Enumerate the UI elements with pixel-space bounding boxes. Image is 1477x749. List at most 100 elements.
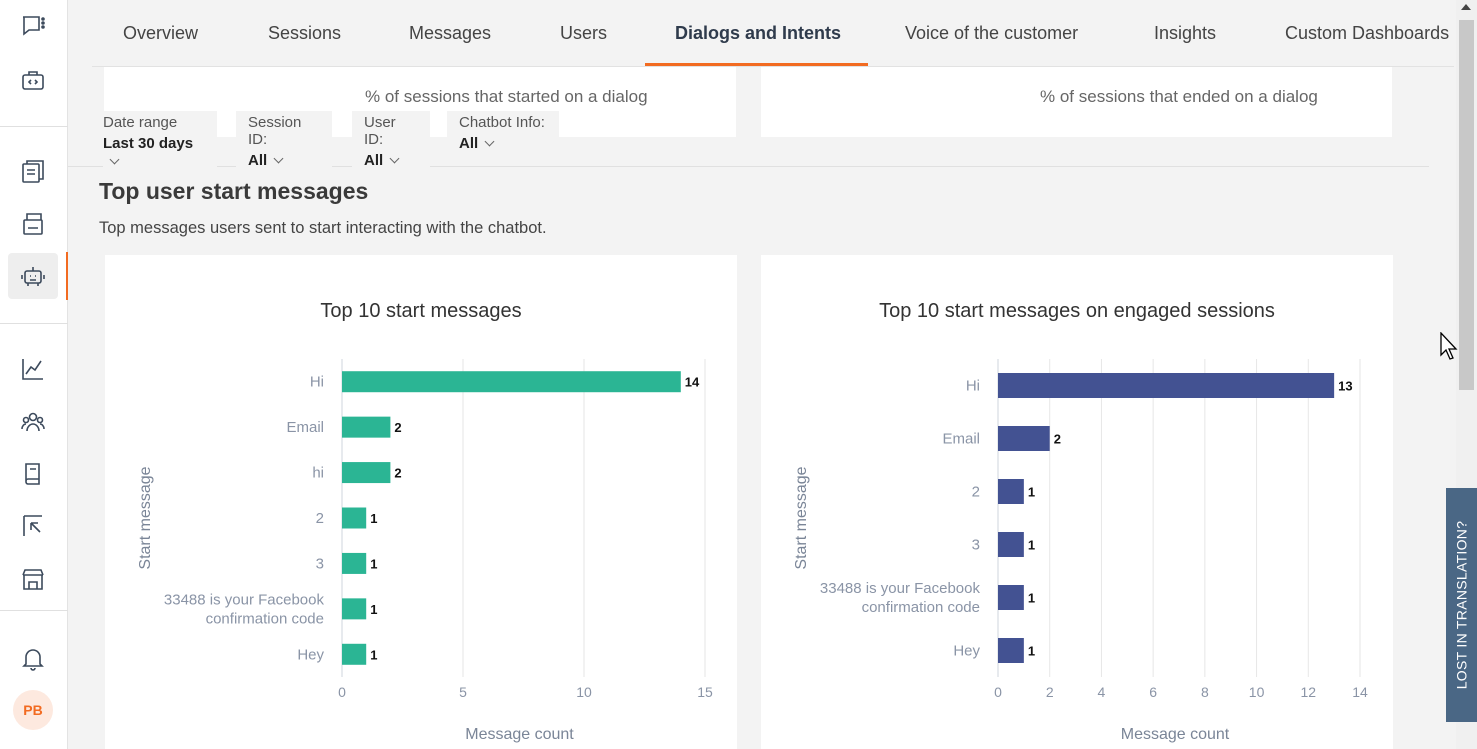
tab-sessions[interactable]: Sessions — [268, 23, 342, 43]
x-axis-title: Message count — [465, 726, 574, 743]
x-tick-label: 4 — [1098, 684, 1106, 700]
y-tick-label: Hi — [310, 374, 324, 391]
page-scroll-thumb[interactable] — [1459, 20, 1474, 390]
avatar[interactable]: PB — [13, 690, 53, 730]
lost-in-translation-tab[interactable]: LOST IN TRANSLATION? — [1446, 488, 1477, 722]
mouse-cursor-icon — [1440, 332, 1458, 360]
bar-value-label: 1 — [1028, 538, 1035, 553]
tab-voice-of-the-customer[interactable]: Voice of the customer — [905, 23, 1079, 43]
flows-icon[interactable] — [8, 149, 58, 195]
user-id-value: All — [364, 152, 384, 169]
bar — [998, 373, 1335, 398]
exports-icon[interactable] — [8, 503, 58, 549]
x-tick-label: 12 — [1300, 684, 1316, 700]
bar-value-label: 13 — [1338, 379, 1352, 394]
bell-icon[interactable] — [8, 635, 58, 681]
people-icon[interactable] — [8, 399, 58, 445]
left-sidebar: PB — [0, 0, 68, 749]
analytics-icon[interactable] — [8, 346, 58, 392]
bar — [342, 416, 391, 438]
y-tick-label: hi — [312, 465, 324, 482]
section-description: Top messages users sent to start interac… — [99, 219, 547, 237]
bar — [998, 479, 1024, 504]
bar — [342, 598, 367, 620]
scroll-up-arrow-icon[interactable] — [1461, 4, 1471, 10]
chart-title: Top 10 start messages — [320, 300, 521, 322]
tab-custom-dashboards[interactable]: Custom Dashboards — [1285, 23, 1450, 43]
bar — [998, 426, 1050, 451]
docs-icon[interactable] — [8, 451, 58, 497]
templates-icon[interactable] — [8, 201, 58, 247]
card-caption: % of sessions that ended on a dialog — [1040, 87, 1318, 106]
y-tick-label: 3 — [972, 537, 980, 554]
chart-card-top-start-messages: Top 10 start messages 0 5 10 15 14 Hi 2 Email 2 hi… — [105, 255, 737, 749]
previous-card-right: % of sessions that ended on a dialog — [761, 67, 1392, 137]
dashboard-content: % of sessions that started on a dialog %… — [68, 67, 1429, 749]
x-tick-label: 10 — [576, 684, 592, 700]
session-id-filter[interactable]: Session ID: All — [236, 111, 332, 173]
tab-insights[interactable]: Insights — [1154, 23, 1217, 43]
y-tick-label: 33488 is your Facebook — [164, 591, 325, 608]
store-icon[interactable] — [8, 556, 58, 602]
y-tick-label: Hey — [953, 643, 980, 660]
chatbot-info-label: Chatbot Info: — [459, 114, 545, 131]
tab-users[interactable]: Users — [560, 23, 608, 43]
date-range-value: Last 30 days — [103, 135, 194, 152]
chevron-down-icon — [109, 154, 120, 165]
card-caption: % of sessions that started on a dialog — [365, 87, 648, 106]
y-tick-label: 33488 is your Facebook — [820, 580, 981, 597]
bar — [342, 552, 367, 574]
x-tick-label: 14 — [1352, 684, 1368, 700]
y-tick-label: Hey — [297, 646, 324, 663]
y-tick-label: confirmation code — [206, 610, 324, 627]
bar-chart: Top 10 start messages on engaged session… — [793, 300, 1368, 743]
session-id-label: Session ID: — [248, 114, 302, 148]
y-tick-label: 2 — [972, 484, 980, 501]
bar — [342, 507, 367, 529]
x-tick-label: 6 — [1149, 684, 1157, 700]
bar-value-label: 1 — [370, 556, 377, 571]
bar-value-label: 2 — [394, 466, 401, 481]
y-tick-label: confirmation code — [862, 599, 980, 616]
y-tick-label: Hi — [966, 378, 980, 395]
bar — [998, 585, 1024, 610]
bar — [342, 643, 367, 665]
bar-value-label: 1 — [370, 511, 377, 526]
bar — [998, 532, 1024, 557]
bar-chart: Top 10 start messages 0 5 10 15 14 Hi 2 Email 2 hi… — [137, 300, 713, 743]
chatbot-info-value: All — [459, 135, 479, 152]
top-tab-bar: Overview Sessions Messages Users Dialogs… — [92, 0, 1454, 67]
bar-value-label: 1 — [370, 647, 377, 662]
bar-value-label: 1 — [370, 602, 377, 617]
x-tick-label: 8 — [1201, 684, 1209, 700]
bar — [342, 371, 681, 393]
bar — [342, 462, 391, 484]
section-title: Top user start messages — [99, 178, 369, 204]
tab-dialogs-and-intents[interactable]: Dialogs and Intents — [675, 23, 842, 43]
x-tick-label: 15 — [697, 684, 713, 700]
chatbot-icon[interactable] — [8, 253, 58, 299]
y-axis-title: Start message — [793, 466, 810, 569]
session-id-value: All — [248, 152, 268, 169]
conversations-icon[interactable] — [8, 3, 58, 49]
chevron-down-icon — [273, 153, 284, 164]
bar-value-label: 14 — [685, 375, 700, 390]
lost-in-translation-label: LOST IN TRANSLATION? — [1453, 520, 1470, 690]
user-id-label: User ID: — [364, 114, 396, 148]
y-axis-title: Start message — [137, 466, 154, 569]
x-tick-label: 10 — [1249, 684, 1265, 700]
date-range-filter[interactable]: Date range Last 30 days — [103, 111, 217, 174]
x-tick-label: 2 — [1046, 684, 1054, 700]
user-id-filter[interactable]: User ID: All — [352, 111, 430, 173]
developer-icon[interactable] — [8, 58, 58, 104]
tab-overview[interactable]: Overview — [123, 23, 199, 43]
x-tick-label: 0 — [338, 684, 346, 700]
tab-messages[interactable]: Messages — [409, 23, 492, 43]
y-tick-label: Email — [942, 431, 980, 448]
chatbot-info-filter[interactable]: Chatbot Info: All — [447, 111, 559, 156]
bar-value-label: 2 — [1054, 432, 1061, 447]
y-tick-label: 2 — [316, 510, 324, 527]
x-tick-label: 0 — [994, 684, 1002, 700]
y-tick-label: Email — [286, 419, 324, 436]
chart-card-engaged-sessions: Top 10 start messages on engaged session… — [761, 255, 1393, 749]
